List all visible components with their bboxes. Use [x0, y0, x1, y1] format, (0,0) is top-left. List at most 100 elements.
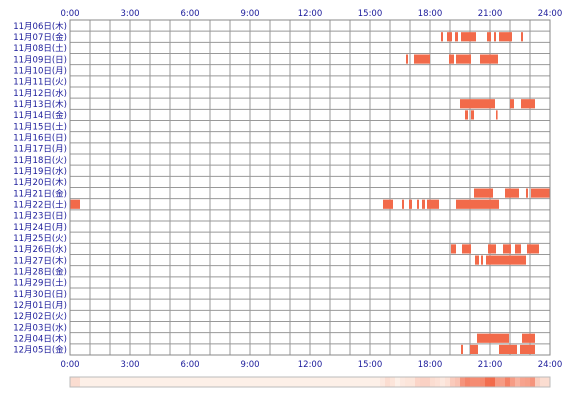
summary-strip-cell — [380, 377, 386, 387]
summary-strip-cell — [450, 377, 456, 387]
summary-strip-cell — [480, 377, 486, 387]
summary-strip-cell — [370, 377, 376, 387]
summary-strip-cell — [230, 377, 236, 387]
activity-bar — [526, 188, 528, 198]
summary-strip-cell — [470, 377, 476, 387]
x-tick-label-top: 18:00 — [418, 9, 443, 19]
x-tick-labels: 0:00 0:00 3:00 3:00 6:00 6:00 9:00 9:00 12:00 12:… — [60, 9, 562, 370]
row-label: 11月09日(日) — [13, 55, 67, 65]
row-label: 11月07日(金) — [13, 32, 67, 43]
summary-strip-cell — [240, 377, 246, 387]
activity-bar — [522, 333, 535, 343]
summary-strip-cell — [515, 377, 521, 387]
summary-strip-cell — [500, 377, 506, 387]
x-tick-label-bottom: 21:00 — [478, 360, 503, 370]
activity-bar — [527, 244, 539, 254]
summary-strip-cell — [195, 377, 201, 387]
x-tick-label-top: 9:00 — [240, 9, 259, 19]
summary-strip-cell — [465, 377, 471, 387]
activity-bar — [461, 32, 476, 42]
activity-bar — [477, 333, 509, 343]
summary-strip-cell — [390, 377, 396, 387]
summary-strip-cell — [350, 377, 356, 387]
summary-strip-border — [69, 376, 551, 388]
activity-bar — [515, 244, 521, 254]
activity-bar — [481, 255, 483, 265]
summary-strip-cell — [435, 377, 441, 387]
summary-strip-cell — [95, 377, 101, 387]
summary-strip-cell — [300, 377, 306, 387]
activity-bar — [447, 32, 452, 42]
x-tick-label-bottom: 3:00 — [120, 360, 139, 370]
summary-strip-cell — [275, 377, 281, 387]
summary-strip-cell — [345, 377, 351, 387]
activity-bar — [521, 32, 523, 42]
summary-strip-cell — [460, 377, 466, 387]
activity-bar — [475, 255, 479, 265]
summary-strip-cell — [135, 377, 141, 387]
summary-strip-cell — [145, 377, 151, 387]
summary-strip-cell — [320, 377, 326, 387]
activity-bar — [449, 54, 454, 64]
activity-bar — [462, 244, 471, 254]
activity-bar — [503, 244, 511, 254]
summary-strip-cell — [155, 377, 161, 387]
row-label: 11月15日(土) — [13, 121, 67, 132]
summary-strip-cell — [405, 377, 411, 387]
row-label: 11月28日(金) — [13, 267, 67, 278]
summary-strip-cell — [310, 377, 316, 387]
plot-frame — [69, 19, 551, 356]
row-label: 11月23日(日) — [13, 212, 67, 222]
row-label: 11月18日(火) — [13, 156, 67, 166]
summary-strip-cell — [225, 377, 231, 387]
summary-strip-cell — [270, 377, 276, 387]
activity-bar — [486, 255, 526, 265]
x-tick-label-bottom: 15:00 — [358, 360, 383, 370]
summary-strip-cell — [245, 377, 251, 387]
summary-strip-cell — [120, 377, 126, 387]
row-label: 11月25日(火) — [13, 234, 67, 244]
summary-strip-cell — [255, 377, 261, 387]
summary-strip-cell — [445, 377, 451, 387]
summary-strip-cell — [295, 377, 301, 387]
row-label: 11月16日(日) — [13, 134, 67, 144]
x-tick-label-bottom: 9:00 — [240, 360, 259, 370]
x-tick-label-top: 0:00 — [60, 9, 79, 19]
summary-strip-cell — [130, 377, 136, 387]
x-tick-label-bottom: 6:00 — [180, 360, 199, 370]
summary-strip-cell — [485, 377, 491, 387]
x-tick-label-bottom: 0:00 — [60, 360, 79, 370]
activity-bar — [474, 188, 493, 198]
summary-strip-cell — [205, 377, 211, 387]
row-label: 11月06日(木) — [13, 21, 67, 32]
activity-bar — [520, 344, 535, 354]
summary-strip-cell — [110, 377, 116, 387]
summary-strip-cell — [410, 377, 416, 387]
summary-strip — [69, 376, 551, 388]
summary-strip-cell — [100, 377, 106, 387]
summary-strip-cell — [490, 377, 496, 387]
activity-bar — [505, 188, 519, 198]
activity-bar — [451, 244, 456, 254]
activity-bars — [70, 32, 550, 354]
summary-strip-cell — [510, 377, 516, 387]
x-tick-label-top: 12:00 — [298, 9, 323, 19]
activity-bar — [499, 32, 512, 42]
row-label: 11月13日(木) — [13, 99, 67, 110]
summary-strip-cell — [220, 377, 226, 387]
summary-strip-cell — [125, 377, 131, 387]
summary-strip-cell — [325, 377, 331, 387]
activity-bar — [456, 199, 499, 209]
summary-strip-cell — [170, 377, 176, 387]
summary-strip-cell — [70, 377, 76, 387]
summary-strip-cell — [340, 377, 346, 387]
row-label: 11月30日(日) — [13, 290, 67, 300]
summary-strip-cell — [115, 377, 121, 387]
activity-bar — [406, 54, 408, 64]
summary-strip-cell — [105, 377, 111, 387]
x-tick-label-top: 3:00 — [120, 9, 139, 19]
row-label: 11月26日(水) — [13, 244, 67, 255]
activity-bar — [460, 99, 495, 109]
row-label: 11月24日(月) — [13, 223, 67, 233]
